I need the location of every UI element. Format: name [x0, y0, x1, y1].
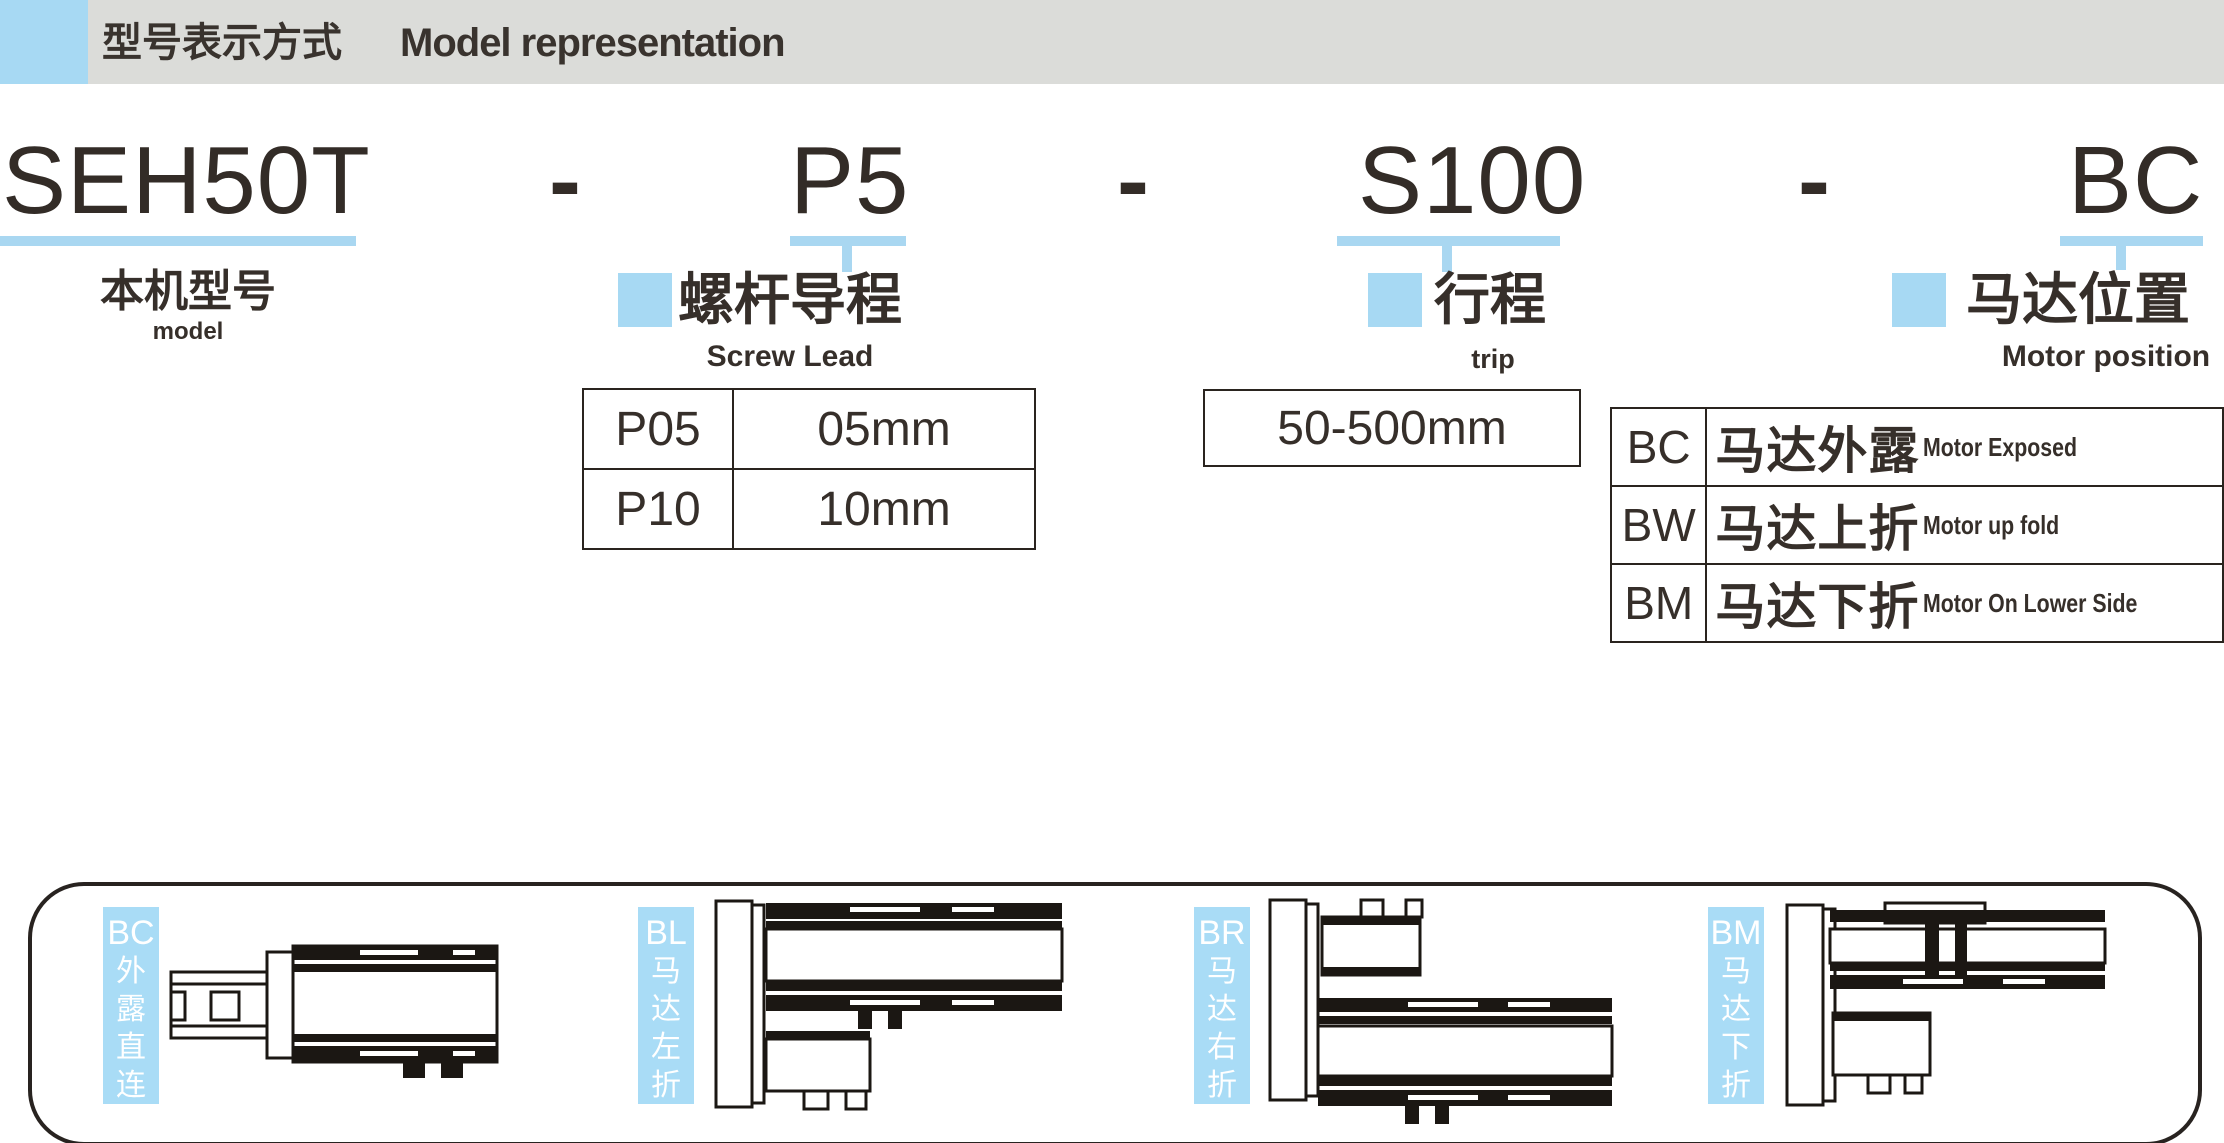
connector-lead-bar — [790, 236, 906, 246]
actuator-drawing-bm — [1785, 901, 2107, 1107]
label-screw-lead-en: Screw Lead — [706, 340, 874, 373]
actuator-drawing-bl — [714, 899, 1064, 1111]
motor-desc-en: Motor On Lower Side — [1923, 587, 2138, 618]
model-code-motorpos: BC — [2068, 127, 2204, 234]
diagram-zh: 马达左折 — [651, 955, 681, 1102]
motor-code-cell: BW — [1609, 485, 1708, 565]
connector-trip-stem — [1442, 246, 1452, 272]
actuator-drawing-br — [1268, 898, 1614, 1124]
motor-desc-cell: 马达上折 Motor up fold — [1705, 485, 2224, 565]
table-row: P10 10mm — [582, 468, 1036, 550]
lead-value-cell: 05mm — [732, 388, 1036, 470]
model-code-stroke: S100 — [1358, 127, 1587, 234]
diagram-zh: 外露直连 — [116, 955, 146, 1102]
motor-desc-zh: 马达外露 — [1715, 423, 1920, 479]
model-code-separator: - — [1117, 127, 1150, 234]
motor-desc-zh: 马达上折 — [1715, 501, 1920, 557]
screw-lead-table: P05 05mm P10 10mm — [582, 388, 1036, 550]
table-row: P05 05mm — [582, 388, 1036, 470]
label-base-model-en: model — [152, 318, 224, 345]
lead-code-cell: P05 — [582, 388, 734, 470]
lead-code-cell: P10 — [582, 468, 734, 550]
diagram-code: BL — [645, 914, 687, 952]
diagram-label-bl: BL 马达左折 — [638, 907, 694, 1104]
section-title-zh: 型号表示方式 — [102, 21, 342, 65]
model-code-lead: P5 — [790, 127, 910, 234]
diagram-label-bm: BM 马达下折 — [1708, 907, 1764, 1104]
motor-position-accent-square — [1892, 273, 1946, 327]
model-code-base: SEH50T — [2, 127, 371, 234]
trip-range-box: 50-500mm — [1203, 389, 1581, 467]
label-trip-en: trip — [1471, 344, 1515, 374]
label-base-model-zh: 本机型号 — [100, 267, 276, 316]
header-accent-square — [0, 0, 88, 84]
diagram-zh: 马达下折 — [1721, 955, 1751, 1102]
motor-desc-en: Motor up fold — [1923, 509, 2060, 540]
label-motor-position-zh: 马达位置 — [1966, 268, 2190, 331]
label-screw-lead-zh: 螺杆导程 — [678, 268, 902, 331]
underline-base-model — [0, 236, 356, 246]
diagram-zh: 马达右折 — [1207, 955, 1237, 1102]
lead-value-cell: 10mm — [732, 468, 1036, 550]
diagram-code: BM — [1710, 914, 1762, 952]
connector-motorpos-bar — [2060, 236, 2203, 246]
connector-lead-stem — [842, 246, 852, 272]
connector-motorpos-stem — [2116, 246, 2126, 270]
section-header-bar: 型号表示方式 Model representation — [0, 0, 2224, 84]
diagram-label-br: BR 马达右折 — [1194, 907, 1250, 1104]
actuator-drawing-bc — [169, 944, 499, 1078]
motor-desc-cell: 马达外露 Motor Exposed — [1705, 407, 2224, 487]
label-motor-position-en: Motor position — [2001, 340, 2211, 373]
label-trip-zh: 行程 — [1434, 268, 1546, 331]
motor-desc-zh: 马达下折 — [1715, 579, 1920, 635]
section-title-en: Model representation — [400, 21, 786, 65]
motor-code-cell: BM — [1609, 563, 1708, 643]
trip-accent-square — [1368, 273, 1422, 327]
motor-desc-en: Motor Exposed — [1923, 431, 2078, 462]
screw-lead-accent-square — [618, 273, 672, 327]
table-row: BC 马达外露 Motor Exposed — [1609, 407, 2224, 487]
motor-desc-cell: 马达下折 Motor On Lower Side — [1705, 563, 2224, 643]
motor-position-table: BC 马达外露 Motor Exposed BW 马达上折 Motor up fol… — [1609, 407, 2224, 643]
diagram-code: BC — [107, 914, 155, 952]
diagram-label-bc: BC 外露直连 — [103, 907, 159, 1104]
table-row: BM 马达下折 Motor On Lower Side — [1609, 563, 2224, 643]
diagram-code: BR — [1198, 914, 1246, 952]
connector-trip-bar — [1337, 236, 1560, 246]
motor-code-cell: BC — [1609, 407, 1708, 487]
model-code-separator: - — [1798, 127, 1831, 234]
model-code-separator: - — [549, 127, 582, 234]
table-row: BW 马达上折 Motor up fold — [1609, 485, 2224, 565]
